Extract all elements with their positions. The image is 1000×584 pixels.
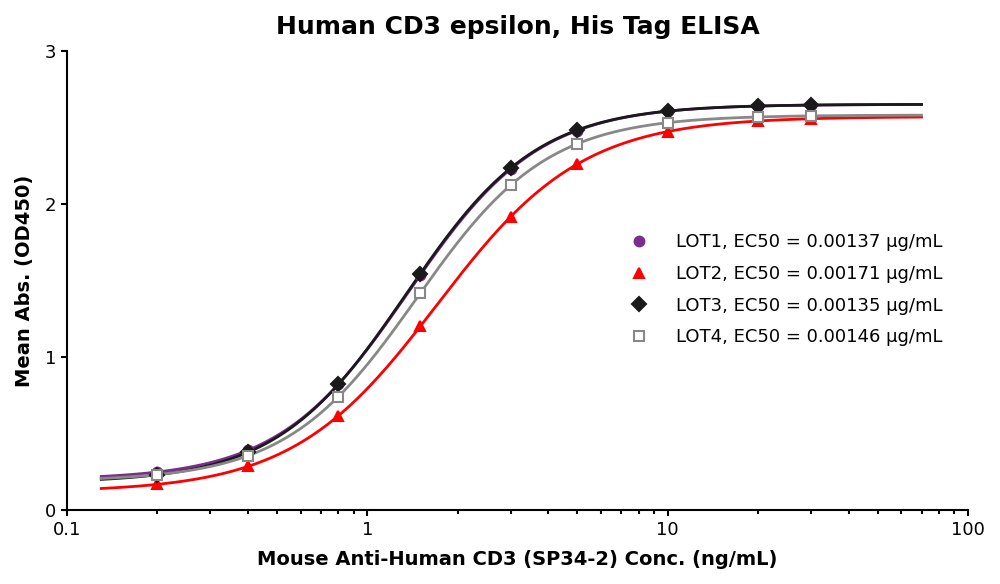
LOT2, EC50 = 0.00171 μg/mL [571, 161, 583, 168]
LOT4, EC50 = 0.00146 μg/mL [242, 452, 254, 459]
LOT4, EC50 = 0.00146 μg/mL [414, 290, 426, 297]
LOT4, EC50 = 0.00146 μg/mL [805, 112, 817, 119]
LOT4, EC50 = 0.00146 μg/mL [151, 471, 163, 478]
LOT2, EC50 = 0.00171 μg/mL [805, 115, 817, 122]
Line: LOT2, EC50 = 0.00171 μg/mL: LOT2, EC50 = 0.00171 μg/mL [153, 114, 816, 489]
Title: Human CD3 epsilon, His Tag ELISA: Human CD3 epsilon, His Tag ELISA [276, 15, 759, 39]
Line: LOT3, EC50 = 0.00135 μg/mL: LOT3, EC50 = 0.00135 μg/mL [153, 100, 816, 479]
LOT2, EC50 = 0.00171 μg/mL [332, 412, 344, 419]
LOT1, EC50 = 0.00137 μg/mL [805, 102, 817, 109]
LOT2, EC50 = 0.00171 μg/mL [151, 481, 163, 488]
LOT1, EC50 = 0.00137 μg/mL [414, 272, 426, 279]
Y-axis label: Mean Abs. (OD450): Mean Abs. (OD450) [15, 175, 34, 387]
LOT3, EC50 = 0.00135 μg/mL [505, 165, 517, 172]
LOT4, EC50 = 0.00146 μg/mL [662, 119, 674, 126]
LOT2, EC50 = 0.00171 μg/mL [752, 117, 764, 124]
LOT3, EC50 = 0.00135 μg/mL [752, 103, 764, 110]
LOT2, EC50 = 0.00171 μg/mL [242, 463, 254, 470]
LOT1, EC50 = 0.00137 μg/mL [151, 468, 163, 475]
LOT1, EC50 = 0.00137 μg/mL [242, 447, 254, 454]
Legend: LOT1, EC50 = 0.00137 μg/mL, LOT2, EC50 = 0.00171 μg/mL, LOT3, EC50 = 0.00135 μg/: LOT1, EC50 = 0.00137 μg/mL, LOT2, EC50 =… [609, 226, 950, 353]
LOT4, EC50 = 0.00146 μg/mL [332, 393, 344, 400]
LOT2, EC50 = 0.00171 μg/mL [505, 213, 517, 220]
LOT3, EC50 = 0.00135 μg/mL [414, 270, 426, 277]
LOT4, EC50 = 0.00146 μg/mL [752, 113, 764, 120]
X-axis label: Mouse Anti-Human CD3 (SP34-2) Conc. (ng/mL): Mouse Anti-Human CD3 (SP34-2) Conc. (ng/… [257, 550, 778, 569]
LOT2, EC50 = 0.00171 μg/mL [414, 323, 426, 330]
LOT1, EC50 = 0.00137 μg/mL [332, 381, 344, 388]
LOT3, EC50 = 0.00135 μg/mL [805, 102, 817, 109]
LOT1, EC50 = 0.00137 μg/mL [752, 103, 764, 110]
LOT1, EC50 = 0.00137 μg/mL [571, 127, 583, 134]
LOT1, EC50 = 0.00137 μg/mL [662, 107, 674, 114]
LOT3, EC50 = 0.00135 μg/mL [151, 471, 163, 478]
LOT4, EC50 = 0.00146 μg/mL [571, 140, 583, 147]
LOT2, EC50 = 0.00171 μg/mL [662, 128, 674, 135]
LOT4, EC50 = 0.00146 μg/mL [505, 182, 517, 189]
LOT3, EC50 = 0.00135 μg/mL [571, 127, 583, 134]
LOT1, EC50 = 0.00137 μg/mL [505, 166, 517, 173]
Line: LOT1, EC50 = 0.00137 μg/mL: LOT1, EC50 = 0.00137 μg/mL [153, 100, 816, 477]
LOT3, EC50 = 0.00135 μg/mL [662, 107, 674, 114]
LOT3, EC50 = 0.00135 μg/mL [332, 381, 344, 388]
Line: LOT4, EC50 = 0.00146 μg/mL: LOT4, EC50 = 0.00146 μg/mL [153, 111, 816, 479]
LOT3, EC50 = 0.00135 μg/mL [242, 449, 254, 456]
